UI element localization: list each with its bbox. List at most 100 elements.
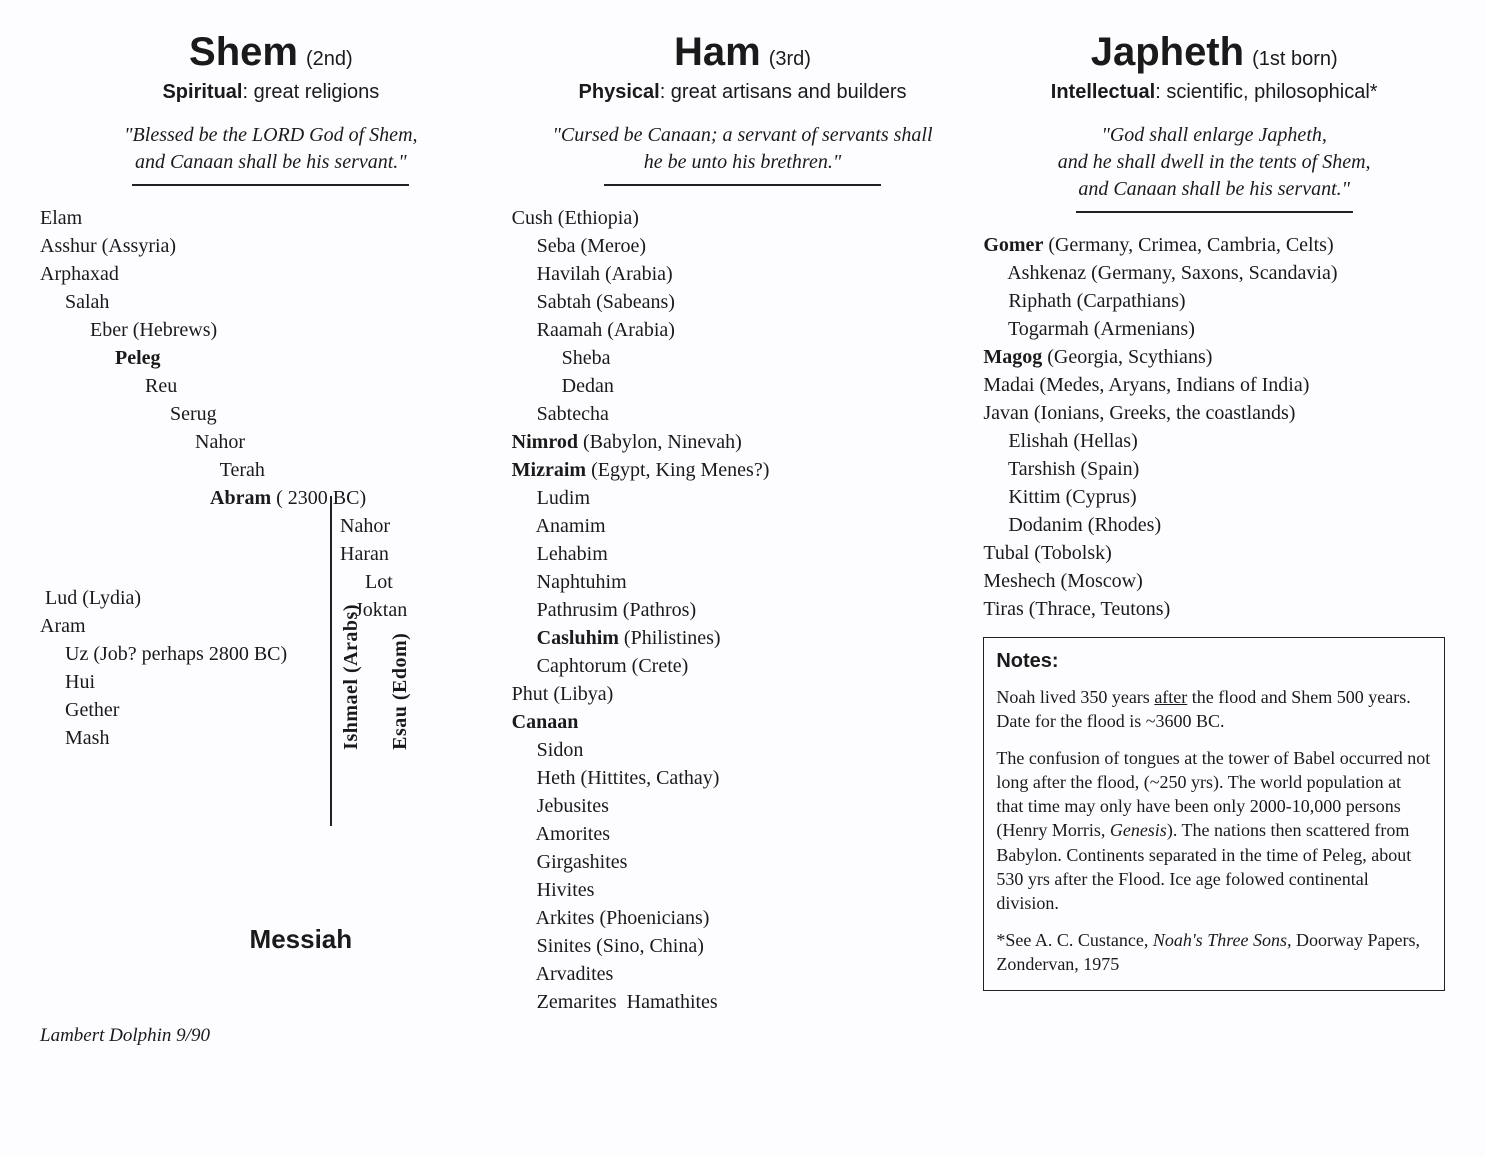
shem-tree-top: ElamAsshur (Assyria)Arphaxad Salah Eber … bbox=[40, 204, 502, 484]
tree-line: Havilah (Arabia) bbox=[512, 260, 974, 288]
quote-line: and Canaan shall be his servant." bbox=[50, 149, 492, 176]
tree-line: Amorites bbox=[512, 820, 974, 848]
japheth-header: Japheth (1st born) Intellectual: scienti… bbox=[983, 30, 1445, 104]
tree-line: Tubal (Tobolsk) bbox=[983, 539, 1445, 567]
tree-line: Nimrod (Babylon, Ninevah) bbox=[512, 428, 974, 456]
tree-line: Peleg bbox=[40, 344, 502, 372]
quote-line: and he shall dwell in the tents of Shem, bbox=[993, 149, 1435, 176]
tree-line: Caphtorum (Crete) bbox=[512, 652, 974, 680]
notes-p1: Noah lived 350 years after the flood and… bbox=[996, 685, 1432, 734]
tree-line: Pathrusim (Pathros) bbox=[512, 596, 974, 624]
ishmael-label: Ishmael (Arabs) bbox=[340, 604, 363, 750]
ham-trait: Physical: great artisans and builders bbox=[512, 81, 974, 104]
tree-line: Phut (Libya) bbox=[512, 680, 974, 708]
notes-title: Notes: bbox=[996, 648, 1432, 675]
quote-line: "Cursed be Canaan; a servant of servants… bbox=[522, 122, 964, 149]
japheth-trait-text: : scientific, philosophical* bbox=[1155, 81, 1377, 103]
text-underline: after bbox=[1154, 687, 1187, 707]
notes-p2: The confusion of tongues at the tower of… bbox=[996, 746, 1432, 916]
quote-line: he be unto his brethren." bbox=[522, 149, 964, 176]
tree-line: Sidon bbox=[512, 736, 974, 764]
shem-quote: "Blessed be the LORD God of Shem, and Ca… bbox=[50, 122, 492, 176]
tree-line: Serug bbox=[40, 400, 502, 428]
tree-line: Elishah (Hellas) bbox=[983, 427, 1445, 455]
tree-line: Arkites (Phoenicians) bbox=[512, 904, 974, 932]
tree-line: Tarshish (Spain) bbox=[983, 455, 1445, 483]
tree-line: Salah bbox=[40, 288, 502, 316]
tree-line: Hivites bbox=[512, 876, 974, 904]
credit-line: Lambert Dolphin 9/90 bbox=[40, 1025, 502, 1047]
notes-p3: *See A. C. Custance, Noah's Three Sons, … bbox=[996, 928, 1432, 977]
divider bbox=[604, 184, 881, 186]
shem-title: Shem bbox=[189, 30, 298, 74]
abram-vertical-rule bbox=[330, 496, 332, 826]
shem-tree-lower: Lud (Lydia)Aram Uz (Job? perhaps 2800 BC… bbox=[40, 584, 287, 752]
ham-quote: "Cursed be Canaan; a servant of servants… bbox=[522, 122, 964, 176]
tree-line: Gether bbox=[40, 696, 287, 724]
ham-trait-label: Physical bbox=[579, 81, 660, 103]
shem-order: (2nd) bbox=[306, 48, 353, 70]
tree-line: Uz (Job? perhaps 2800 BC) bbox=[40, 640, 287, 668]
ham-tree: Cush (Ethiopia) Seba (Meroe) Havilah (Ar… bbox=[512, 204, 974, 1016]
tree-line: Gomer (Germany, Crimea, Cambria, Celts) bbox=[983, 231, 1445, 259]
tree-line: Dedan bbox=[512, 372, 974, 400]
tree-line: Mizraim (Egypt, King Menes?) bbox=[512, 456, 974, 484]
abram-line: Abram ( 2300 BC) bbox=[40, 484, 502, 512]
tree-line: Sheba bbox=[512, 344, 974, 372]
tree-line: Arvadites bbox=[512, 960, 974, 988]
text: Noah lived 350 years bbox=[996, 687, 1154, 707]
tree-line: Sinites (Sino, China) bbox=[512, 932, 974, 960]
tree-line: Togarmah (Armenians) bbox=[983, 315, 1445, 343]
tree-line: Zemarites Hamathites bbox=[512, 988, 974, 1016]
ham-order: (3rd) bbox=[769, 48, 811, 70]
text-italic: Genesis bbox=[1110, 820, 1167, 840]
japheth-trait: Intellectual: scientific, philosophical* bbox=[983, 81, 1445, 104]
tree-line: Arphaxad bbox=[40, 260, 502, 288]
divider bbox=[1076, 211, 1353, 213]
text-italic: Noah's Three Sons, bbox=[1153, 930, 1292, 950]
shem-tree: ElamAsshur (Assyria)Arphaxad Salah Eber … bbox=[40, 204, 502, 1047]
tree-line: Mash bbox=[40, 724, 287, 752]
ham-trait-text: : great artisans and builders bbox=[660, 81, 907, 103]
tree-line: Madai (Medes, Aryans, Indians of India) bbox=[983, 371, 1445, 399]
tree-line: Aram bbox=[40, 612, 287, 640]
tree-line: Reu bbox=[40, 372, 502, 400]
text: *See A. C. Custance, bbox=[996, 930, 1152, 950]
tree-line: Meshech (Moscow) bbox=[983, 567, 1445, 595]
column-ham: Ham (3rd) Physical: great artisans and b… bbox=[512, 30, 974, 1047]
japheth-tree: Gomer (Germany, Crimea, Cambria, Celts) … bbox=[983, 231, 1445, 623]
ham-header: Ham (3rd) Physical: great artisans and b… bbox=[512, 30, 974, 104]
ham-title: Ham bbox=[674, 30, 761, 74]
quote-line: "Blessed be the LORD God of Shem, bbox=[50, 122, 492, 149]
column-shem: Shem (2nd) Spiritual: great religions "B… bbox=[40, 30, 502, 1047]
vertical-labels: Ishmael (Arabs) Esau (Edom) bbox=[340, 604, 412, 750]
tree-line: Canaan bbox=[512, 708, 974, 736]
abram-name: Abram bbox=[210, 487, 271, 509]
notes-box: Notes: Noah lived 350 years after the fl… bbox=[983, 637, 1445, 991]
tree-line: Asshur (Assyria) bbox=[40, 232, 502, 260]
tree-line: Girgashites bbox=[512, 848, 974, 876]
column-japheth: Japheth (1st born) Intellectual: scienti… bbox=[983, 30, 1445, 1047]
tree-line: Sabtah (Sabeans) bbox=[512, 288, 974, 316]
shem-trait: Spiritual: great religions bbox=[40, 81, 502, 104]
tree-line: Ludim bbox=[512, 484, 974, 512]
quote-line: "God shall enlarge Japheth, bbox=[993, 122, 1435, 149]
tree-line: Sabtecha bbox=[512, 400, 974, 428]
japheth-order: (1st born) bbox=[1252, 48, 1338, 70]
japheth-title: Japheth bbox=[1091, 30, 1244, 74]
tree-line: Casluhim (Philistines) bbox=[512, 624, 974, 652]
japheth-trait-label: Intellectual bbox=[1051, 81, 1155, 103]
shem-trait-text: : great religions bbox=[242, 81, 379, 103]
tree-line: Dodanim (Rhodes) bbox=[983, 511, 1445, 539]
japheth-quote: "God shall enlarge Japheth, and he shall… bbox=[993, 122, 1435, 203]
tree-line: Elam bbox=[40, 204, 502, 232]
shem-header: Shem (2nd) Spiritual: great religions bbox=[40, 30, 502, 104]
esau-label: Esau (Edom) bbox=[389, 604, 412, 750]
tree-line: Jebusites bbox=[512, 792, 974, 820]
tree-line: Kittim (Cyprus) bbox=[983, 483, 1445, 511]
shem-trait-label: Spiritual bbox=[162, 81, 242, 103]
tree-line: Javan (Ionians, Greeks, the coastlands) bbox=[983, 399, 1445, 427]
tree-line: Hui bbox=[40, 668, 287, 696]
tree-line: Nahor bbox=[340, 512, 502, 540]
tree-line: Lehabim bbox=[512, 540, 974, 568]
